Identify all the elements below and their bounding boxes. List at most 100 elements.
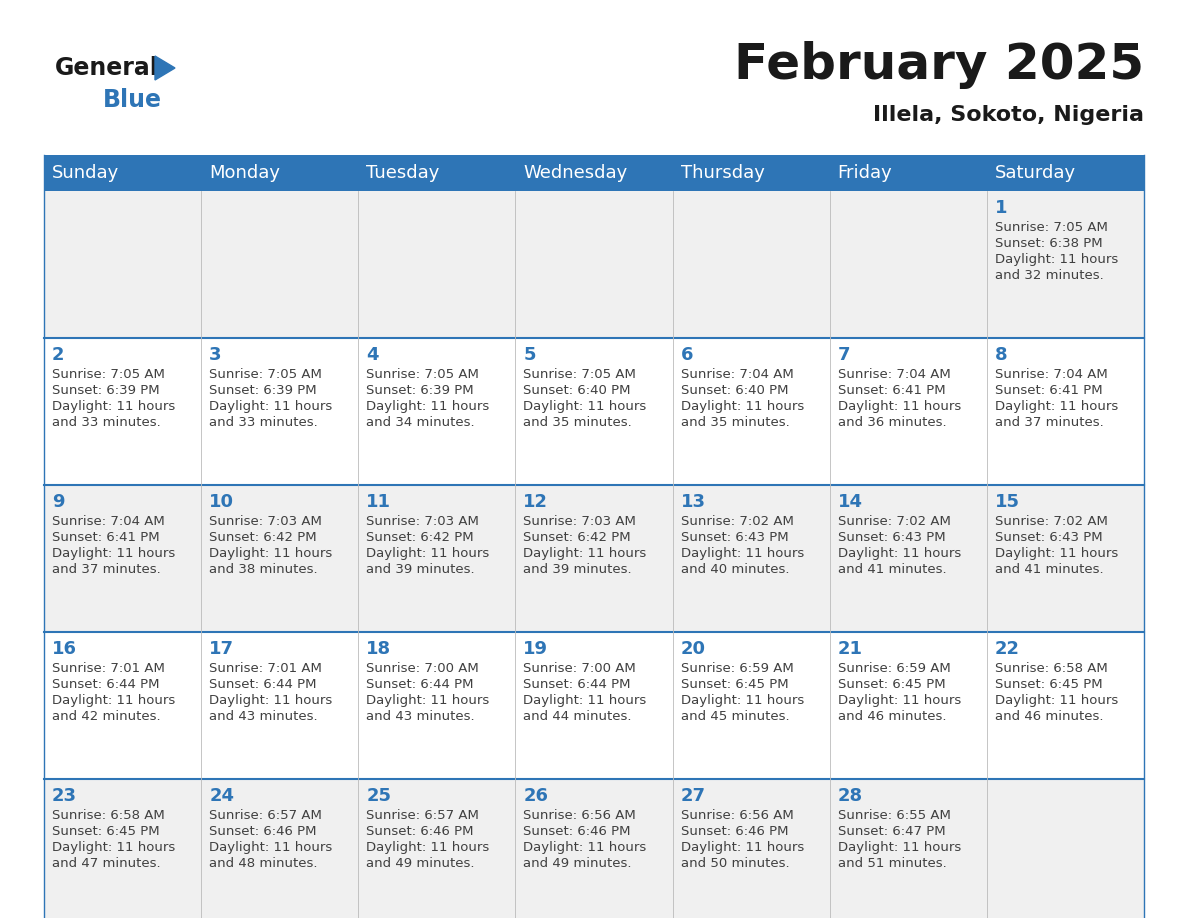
Text: Sunrise: 7:05 AM: Sunrise: 7:05 AM [52, 368, 165, 381]
Text: and 36 minutes.: and 36 minutes. [838, 416, 947, 429]
Text: 8: 8 [994, 346, 1007, 364]
Text: and 46 minutes.: and 46 minutes. [838, 710, 946, 723]
Bar [829, 632, 987, 779]
Text: Daylight: 11 hours: Daylight: 11 hours [838, 400, 961, 413]
Text: 9: 9 [52, 493, 64, 511]
Bar [359, 155, 516, 191]
Text: and 47 minutes.: and 47 minutes. [52, 857, 160, 870]
Text: Sunset: 6:38 PM: Sunset: 6:38 PM [994, 237, 1102, 250]
Text: Sunset: 6:46 PM: Sunset: 6:46 PM [681, 825, 788, 838]
Text: Sunrise: 6:56 AM: Sunrise: 6:56 AM [681, 809, 794, 822]
Text: and 49 minutes.: and 49 minutes. [524, 857, 632, 870]
Text: 6: 6 [681, 346, 693, 364]
Text: 23: 23 [52, 787, 77, 805]
Text: Sunset: 6:41 PM: Sunset: 6:41 PM [52, 531, 159, 544]
Text: Sunset: 6:40 PM: Sunset: 6:40 PM [524, 384, 631, 397]
Text: Daylight: 11 hours: Daylight: 11 hours [524, 694, 646, 707]
Text: Sunset: 6:46 PM: Sunset: 6:46 PM [524, 825, 631, 838]
Text: Sunrise: 6:57 AM: Sunrise: 6:57 AM [366, 809, 479, 822]
Text: Sunset: 6:40 PM: Sunset: 6:40 PM [681, 384, 788, 397]
Bar [516, 191, 672, 338]
Bar [672, 338, 829, 485]
Text: Daylight: 11 hours: Daylight: 11 hours [366, 400, 489, 413]
Text: Sunrise: 6:58 AM: Sunrise: 6:58 AM [994, 662, 1107, 675]
Text: Sunrise: 7:04 AM: Sunrise: 7:04 AM [52, 515, 165, 528]
Text: Daylight: 11 hours: Daylight: 11 hours [994, 547, 1118, 560]
Text: 19: 19 [524, 640, 549, 658]
Text: Sunset: 6:43 PM: Sunset: 6:43 PM [838, 531, 946, 544]
Text: 11: 11 [366, 493, 391, 511]
Bar [987, 155, 1144, 191]
Text: Daylight: 11 hours: Daylight: 11 hours [994, 253, 1118, 266]
Text: 17: 17 [209, 640, 234, 658]
Text: Sunset: 6:44 PM: Sunset: 6:44 PM [366, 678, 474, 691]
Text: 15: 15 [994, 493, 1019, 511]
Text: and 51 minutes.: and 51 minutes. [838, 857, 947, 870]
Text: and 37 minutes.: and 37 minutes. [52, 563, 160, 576]
Text: 25: 25 [366, 787, 391, 805]
Text: Daylight: 11 hours: Daylight: 11 hours [209, 400, 333, 413]
Text: and 35 minutes.: and 35 minutes. [681, 416, 789, 429]
Text: Sunset: 6:46 PM: Sunset: 6:46 PM [366, 825, 474, 838]
Bar [516, 779, 672, 918]
Bar [201, 191, 359, 338]
Text: Daylight: 11 hours: Daylight: 11 hours [524, 841, 646, 854]
Text: and 41 minutes.: and 41 minutes. [838, 563, 947, 576]
Bar [44, 632, 201, 779]
Text: 4: 4 [366, 346, 379, 364]
Text: Sunset: 6:45 PM: Sunset: 6:45 PM [681, 678, 788, 691]
Text: and 45 minutes.: and 45 minutes. [681, 710, 789, 723]
Text: and 38 minutes.: and 38 minutes. [209, 563, 317, 576]
Text: 18: 18 [366, 640, 391, 658]
Bar [201, 779, 359, 918]
Bar [672, 779, 829, 918]
Bar [201, 485, 359, 632]
Text: 14: 14 [838, 493, 862, 511]
Text: Sunset: 6:44 PM: Sunset: 6:44 PM [524, 678, 631, 691]
Text: Daylight: 11 hours: Daylight: 11 hours [52, 400, 176, 413]
Text: and 33 minutes.: and 33 minutes. [52, 416, 160, 429]
Text: Daylight: 11 hours: Daylight: 11 hours [681, 841, 804, 854]
Bar [516, 632, 672, 779]
Text: Daylight: 11 hours: Daylight: 11 hours [681, 547, 804, 560]
Bar [987, 485, 1144, 632]
Text: Sunset: 6:42 PM: Sunset: 6:42 PM [524, 531, 631, 544]
Text: Sunrise: 7:01 AM: Sunrise: 7:01 AM [209, 662, 322, 675]
Text: Sunset: 6:39 PM: Sunset: 6:39 PM [52, 384, 159, 397]
Bar [987, 338, 1144, 485]
Text: Sunrise: 6:59 AM: Sunrise: 6:59 AM [838, 662, 950, 675]
Text: 7: 7 [838, 346, 851, 364]
Text: Sunset: 6:42 PM: Sunset: 6:42 PM [366, 531, 474, 544]
Text: Sunrise: 7:04 AM: Sunrise: 7:04 AM [681, 368, 794, 381]
Text: and 46 minutes.: and 46 minutes. [994, 710, 1104, 723]
Text: Sunrise: 7:05 AM: Sunrise: 7:05 AM [366, 368, 479, 381]
Text: Sunrise: 6:58 AM: Sunrise: 6:58 AM [52, 809, 165, 822]
Text: 27: 27 [681, 787, 706, 805]
Text: Sunrise: 7:04 AM: Sunrise: 7:04 AM [994, 368, 1107, 381]
Text: and 40 minutes.: and 40 minutes. [681, 563, 789, 576]
Bar [987, 632, 1144, 779]
Text: Sunrise: 7:01 AM: Sunrise: 7:01 AM [52, 662, 165, 675]
Bar [359, 338, 516, 485]
Text: and 44 minutes.: and 44 minutes. [524, 710, 632, 723]
Text: Daylight: 11 hours: Daylight: 11 hours [838, 694, 961, 707]
Bar [359, 485, 516, 632]
Text: Thursday: Thursday [681, 164, 764, 182]
Text: Daylight: 11 hours: Daylight: 11 hours [681, 694, 804, 707]
Text: Daylight: 11 hours: Daylight: 11 hours [681, 400, 804, 413]
Text: Daylight: 11 hours: Daylight: 11 hours [994, 400, 1118, 413]
Text: 24: 24 [209, 787, 234, 805]
Text: 5: 5 [524, 346, 536, 364]
Text: 13: 13 [681, 493, 706, 511]
Text: Sunrise: 7:02 AM: Sunrise: 7:02 AM [681, 515, 794, 528]
Text: Sunset: 6:44 PM: Sunset: 6:44 PM [209, 678, 317, 691]
Text: and 32 minutes.: and 32 minutes. [994, 269, 1104, 282]
Text: Sunrise: 7:05 AM: Sunrise: 7:05 AM [994, 221, 1107, 234]
Text: 2: 2 [52, 346, 64, 364]
Text: Tuesday: Tuesday [366, 164, 440, 182]
Text: Daylight: 11 hours: Daylight: 11 hours [209, 841, 333, 854]
Text: February 2025: February 2025 [734, 41, 1144, 89]
Text: Daylight: 11 hours: Daylight: 11 hours [52, 841, 176, 854]
Text: Sunset: 6:39 PM: Sunset: 6:39 PM [366, 384, 474, 397]
Text: and 33 minutes.: and 33 minutes. [209, 416, 318, 429]
